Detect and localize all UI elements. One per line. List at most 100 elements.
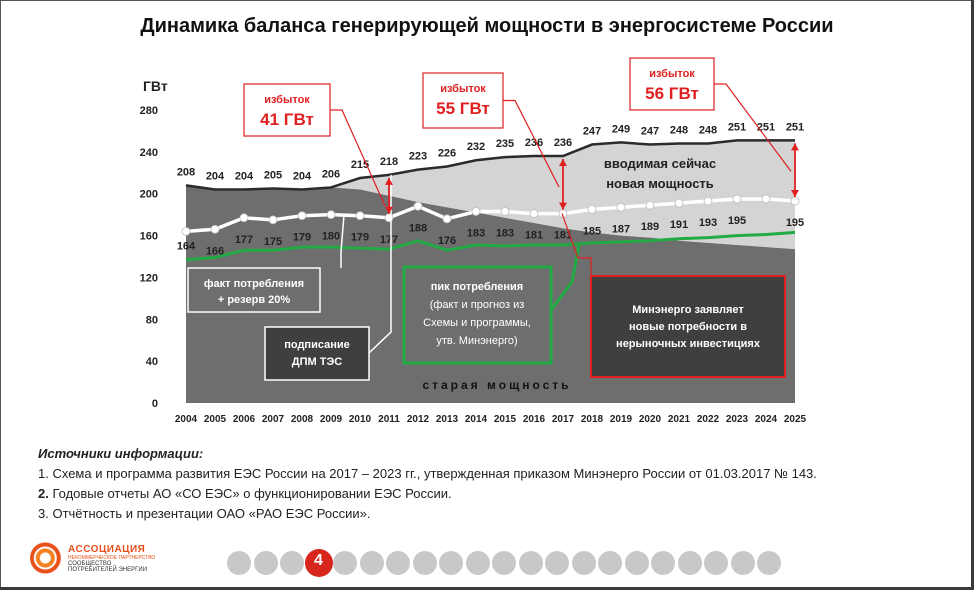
fact-reserve-point: [413, 201, 423, 211]
logo-subtitle-2b: ПОТРЕБИТЕЛЕЙ ЭНЕРГИИ: [68, 567, 148, 573]
page-dot[interactable]: [439, 551, 463, 575]
page-dot[interactable]: [757, 551, 781, 575]
dpm-box-pointer: [368, 174, 392, 354]
source-item-1: 1. Схема и программа развития ЕЭС России…: [38, 466, 817, 481]
fact-box-line1: факт потребления: [204, 278, 304, 290]
page-dot[interactable]: [677, 551, 702, 575]
page-dot[interactable]: [253, 551, 278, 575]
x-tick-label: 2006: [233, 414, 256, 425]
page-dot[interactable]: [704, 551, 728, 575]
surplus-arrow-head-bottom-1: [385, 206, 393, 214]
page-dot[interactable]: [598, 551, 622, 575]
surplus-arrow-head-bottom-3: [791, 190, 799, 198]
total-capacity-value-label: 204: [206, 171, 225, 183]
x-tick-label: 2024: [755, 414, 778, 425]
page-dot[interactable]: [624, 551, 649, 575]
fact-reserve-point: [703, 196, 713, 206]
minenergo-box-line-3: нерыночных инвестициях: [616, 338, 761, 350]
total-capacity-value-label: 235: [496, 138, 514, 150]
page-dot-current[interactable]: 4: [304, 549, 333, 577]
page-dot[interactable]: [545, 551, 569, 575]
total-capacity-value-label: 206: [322, 168, 340, 180]
surplus-callout-frame-1: [243, 83, 331, 137]
source-item-2-number: 2.: [38, 486, 49, 501]
fact-reserve-value-label: 193: [699, 217, 717, 229]
y-tick-label: 280: [140, 105, 158, 117]
fact-reserve-value-label: 175: [264, 236, 282, 248]
page-dot[interactable]: [412, 551, 437, 575]
new-capacity-label-line1: вводимая сейчас: [604, 156, 716, 171]
new-capacity-label-line2: новая мощность: [606, 176, 714, 191]
fact-reserve-value-label: 179: [351, 232, 369, 244]
x-tick-label: 2014: [465, 414, 488, 425]
fact-reserve-line: [185, 197, 796, 234]
page-dot[interactable]: [651, 551, 675, 575]
total-capacity-value-label: 218: [380, 156, 398, 168]
y-tick-label: 80: [146, 314, 158, 326]
x-tick-label: 2016: [523, 414, 546, 425]
dpm-box-frame: [264, 326, 370, 381]
minenergo-box-frame: [590, 275, 786, 378]
page-dot[interactable]: [227, 551, 251, 575]
surplus-callout-label-1: избыток: [264, 94, 310, 106]
fact-box-pointer: [340, 214, 345, 268]
source-item-2-text: Годовые отчеты АО «СО ЕЭС» о функциониро…: [48, 486, 452, 501]
total-capacity-value-label: 247: [641, 126, 659, 138]
fact-reserve-value-label: 164: [177, 240, 196, 252]
surplus-arrow-head-top-2: [559, 159, 567, 167]
surplus-callout-pointer-2: [503, 99, 560, 188]
surplus-arrow-head-top-3: [791, 143, 799, 151]
total-capacity-value-label: 205: [264, 169, 282, 181]
surplus-callout-pointer-3: [714, 83, 792, 172]
surplus-callout-pointer-1: [330, 109, 386, 207]
fact-reserve-value-label: 181: [554, 230, 572, 242]
sources-heading: Источники информации:: [38, 446, 204, 461]
page-dot[interactable]: [518, 551, 543, 575]
fact-reserve-value-label: 176: [438, 235, 456, 247]
page-dot[interactable]: [730, 551, 755, 575]
page-dot[interactable]: [492, 551, 516, 575]
x-tick-label: 2009: [320, 414, 343, 425]
page-dot[interactable]: [571, 551, 596, 575]
surplus-callout-label-3: избыток: [649, 68, 695, 80]
chart-svg: 0 40 80 120 160 200 240 280 ГВт 2004 2005 2006 2007 2…: [140, 57, 807, 425]
x-tick-label: 2023: [726, 414, 749, 425]
x-tick-label: 2019: [610, 414, 633, 425]
x-tick-label: 2010: [349, 414, 372, 425]
x-tick-label: 2013: [436, 414, 459, 425]
total-capacity-value-label: 251: [786, 121, 804, 133]
fact-reserve-value-label: 181: [525, 230, 543, 242]
page-dot[interactable]: [359, 551, 384, 575]
peak-box-line-1: пик потребления: [431, 281, 523, 293]
peak-box-line-4: утв. Минэнерго): [436, 335, 517, 347]
x-tick-label: 2004: [175, 414, 198, 425]
fact-reserve-point: [587, 205, 597, 214]
fact-box-line2: + резерв 20%: [218, 294, 291, 306]
fact-reserve-point: [645, 200, 655, 210]
minenergo-box-line-1: Минэнерго заявляет: [632, 304, 744, 316]
surplus-callout-label-2: избыток: [440, 83, 486, 95]
fact-reserve-point: [210, 224, 220, 234]
slide-shadow-right: [971, 0, 974, 590]
source-item-2: 2. Годовые отчеты АО «СО ЕЭС» о функцион…: [38, 484, 817, 504]
peak-box-pointer: [549, 244, 581, 311]
x-tick-label: 2021: [668, 414, 691, 425]
x-tick-label: 2015: [494, 414, 517, 425]
x-tick-label: 2007: [262, 414, 285, 425]
logo-subtitle-1: НЕКОММЕРЧЕСКОЕ ПАРТНЕРСТВО: [68, 555, 156, 561]
surplus-callout-frame-2: [422, 72, 504, 129]
total-capacity-value-label: 226: [438, 148, 456, 160]
fact-reserve-point: [529, 209, 539, 218]
fact-reserve-value-label: 189: [641, 221, 659, 233]
total-capacity-value-label: 251: [728, 121, 746, 133]
dpm-box-line1: подписание: [284, 339, 350, 351]
page-dot[interactable]: [465, 551, 490, 575]
fact-reserve-value-label: 183: [467, 228, 485, 240]
page-dot[interactable]: [333, 551, 357, 575]
fact-reserve-value-label: 166: [206, 245, 224, 257]
fact-reserve-point: [674, 198, 684, 208]
page-dot[interactable]: [280, 551, 304, 575]
page-dot[interactable]: [386, 551, 410, 575]
minenergo-box-line-2: новые потребности в: [629, 321, 747, 333]
y-tick-label: 40: [146, 356, 158, 368]
